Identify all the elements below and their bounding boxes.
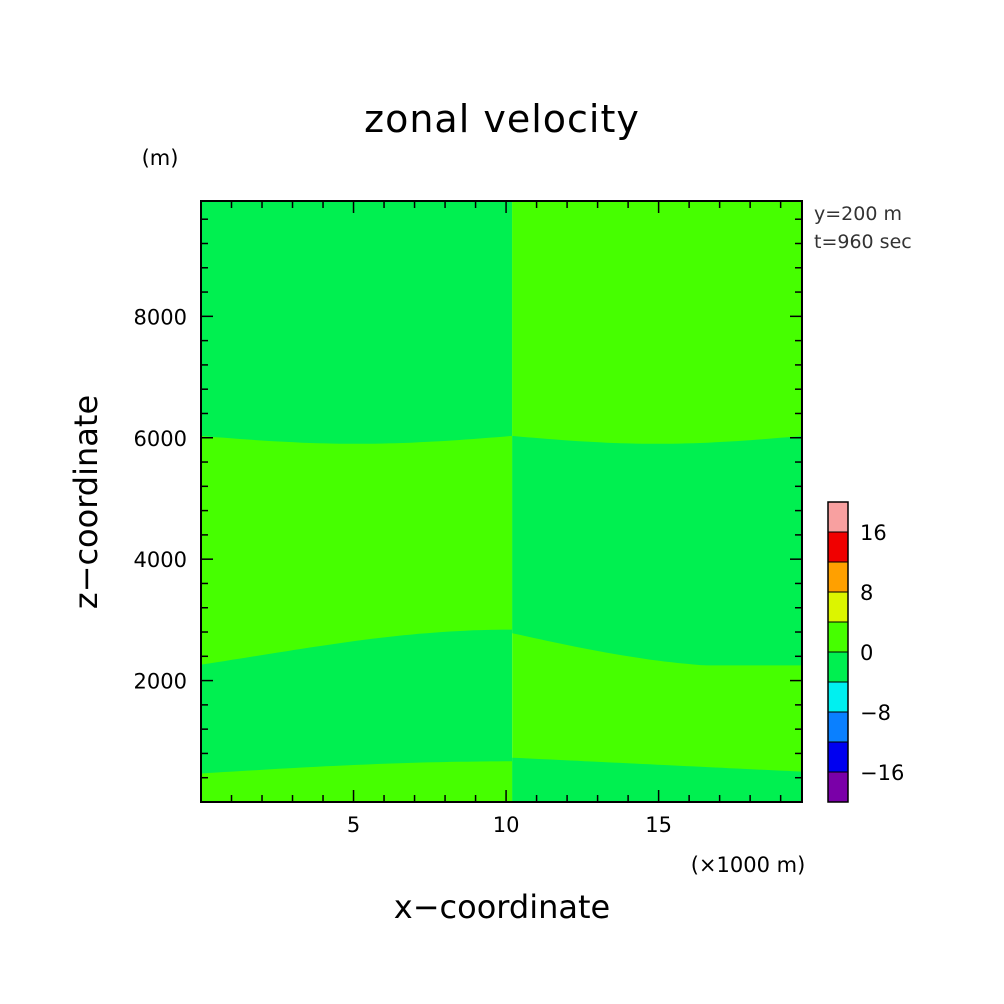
colorbar-segment: [827, 681, 849, 713]
annotation-y: y=200 m: [814, 203, 902, 225]
colorbar-segment: [827, 531, 849, 563]
y-unit-label: (m): [142, 146, 179, 170]
colorbar-segment: [827, 591, 849, 623]
colorbar-labels: −16 −8 0 8 16: [860, 521, 904, 785]
y-tick-labels: 2000 4000 6000 8000: [134, 305, 187, 693]
annotation-t: t=960 sec: [814, 231, 912, 253]
region-right-bottom-negative: [512, 757, 802, 802]
x-tick-label: 5: [347, 813, 360, 837]
colorbar-segment: [827, 711, 849, 743]
y-tick-label: 4000: [134, 548, 187, 572]
x-axis-label: x−coordinate: [394, 888, 610, 926]
plot-frame: [200, 200, 803, 803]
region-right-mid-negative: [512, 435, 802, 666]
colorbar-tick-label: 16: [860, 521, 887, 545]
colorbar-tick-label: −16: [860, 761, 904, 785]
axis-ticks: [201, 201, 802, 802]
contour-fill: [201, 201, 802, 802]
region-right-top-positive: [512, 201, 802, 444]
x-unit-label: (×1000 m): [691, 853, 806, 877]
colorbar-tick-label: 8: [860, 581, 873, 605]
y-axis-label: z−coordinate: [67, 395, 105, 609]
colorbar-frame: [827, 501, 849, 803]
colorbar-tick-label: −8: [860, 701, 891, 725]
y-tick-label: 2000: [134, 670, 187, 694]
colorbar-segment: [827, 561, 849, 593]
colorbar-segment: [827, 651, 849, 683]
x-tick-labels: 5 10 15: [347, 813, 672, 837]
colorbar-segment: [827, 771, 849, 803]
chart-title: zonal velocity: [364, 97, 640, 141]
region-left-bottom-positive: [201, 761, 513, 802]
colorbar-segment: [827, 621, 849, 653]
region-left-mid-positive: [201, 435, 513, 665]
colorbar-tick-label: 0: [860, 641, 873, 665]
y-tick-label: 6000: [134, 427, 187, 451]
colorbar: [827, 501, 849, 803]
colorbar-segment: [827, 501, 849, 533]
colorbar-segment: [827, 741, 849, 773]
y-tick-label: 8000: [134, 305, 187, 329]
x-tick-label: 10: [493, 813, 520, 837]
x-tick-label: 15: [645, 813, 672, 837]
